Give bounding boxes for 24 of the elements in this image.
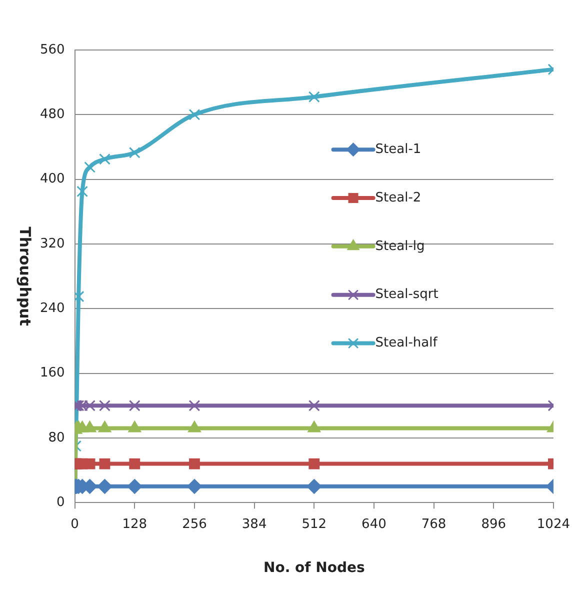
y-tick-label: 320	[40, 236, 65, 252]
x-tick-label: 0	[70, 516, 79, 532]
y-tick-label: 160	[40, 366, 65, 381]
x-tick-label: 768	[421, 516, 446, 532]
legend-label: Steal-half	[375, 336, 438, 351]
y-tick-label: 0	[56, 494, 65, 510]
legend-label: Steal-sqrt	[375, 287, 438, 302]
y-tick-label: 560	[40, 42, 65, 58]
legend-label: Steal-1	[375, 142, 422, 157]
y-axis-title: Throughput	[16, 226, 34, 326]
legend-label: Steal-2	[375, 190, 422, 206]
legend-label: Steal-lg	[375, 238, 425, 254]
x-tick-label: 384	[242, 516, 267, 532]
x-tick-label: 256	[182, 516, 207, 532]
x-tick-label: 128	[122, 516, 148, 532]
y-tick-label: 480	[40, 107, 65, 122]
x-tick-label: 640	[362, 516, 386, 532]
y-tick-label: 400	[40, 172, 65, 187]
x-tick-label: 896	[481, 516, 506, 532]
x-tick-label: 1024	[536, 516, 570, 532]
x-tick-label: 512	[302, 516, 327, 532]
y-tick-label: 80	[48, 430, 65, 446]
x-axis-title: No. of Nodes	[263, 560, 365, 576]
y-tick-label: 240	[40, 301, 65, 316]
